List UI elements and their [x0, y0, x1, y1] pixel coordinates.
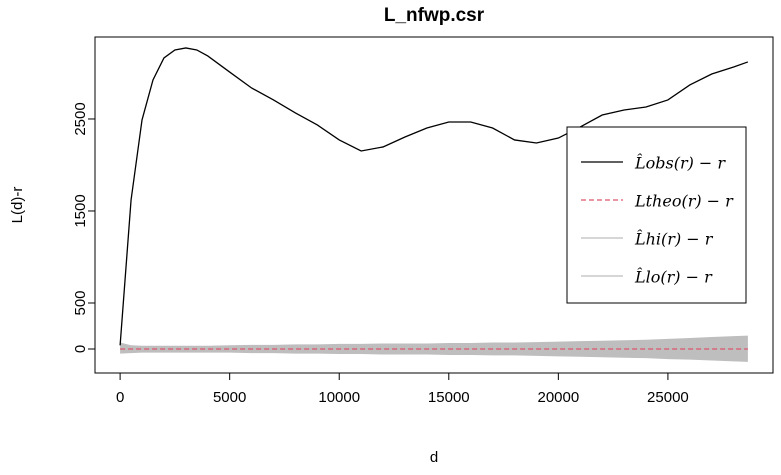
x-tick-label: 25000	[647, 389, 689, 406]
legend-label: L̂hi(r) − r	[634, 230, 714, 249]
x-tick-label: 10000	[318, 389, 360, 406]
series-line	[119, 47, 749, 346]
x-axis-label: d	[430, 449, 438, 466]
chart-title: L_nfwp.csr	[384, 5, 485, 26]
legend-label: Ltheo(r) − r	[634, 192, 734, 211]
y-tick-label: 1500	[72, 194, 89, 227]
x-tick-label: 20000	[537, 389, 579, 406]
plot-area	[119, 47, 749, 362]
y-tick-label: 0	[72, 345, 89, 353]
legend-label: L̂lo(r) − r	[634, 268, 713, 287]
plot-frame	[94, 36, 774, 374]
x-tick-label: 15000	[428, 389, 470, 406]
legend-box	[566, 126, 747, 304]
y-tick-label: 2500	[72, 102, 89, 135]
y-tick-label: 500	[72, 290, 89, 315]
legend-label: L̂obs(r) − r	[634, 154, 726, 173]
y-axis-label: L(d)-r	[9, 187, 26, 224]
x-tick-label: 5000	[213, 389, 246, 406]
x-tick-label: 0	[116, 389, 124, 406]
